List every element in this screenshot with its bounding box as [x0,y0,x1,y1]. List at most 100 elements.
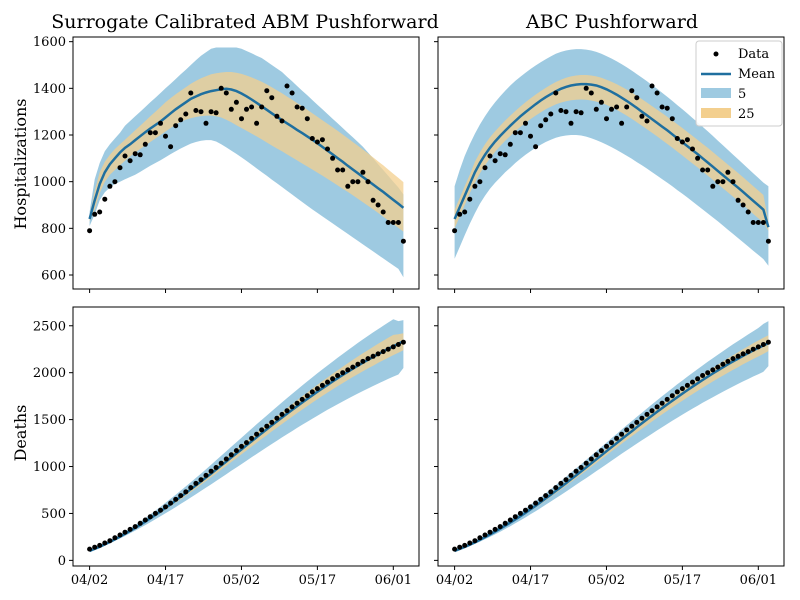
data-point [553,485,559,491]
data-point [330,155,336,161]
data-point [664,105,670,111]
data-point [274,415,280,421]
data-point [523,120,528,126]
data-point [228,452,234,458]
mean-line [453,82,770,228]
data-point [360,358,366,364]
data-point [112,535,118,541]
data-point [117,532,123,538]
data-point [269,419,275,425]
data-point [325,146,330,152]
data-point [87,546,93,552]
legend-marker-band25 [701,108,731,118]
data-point [684,137,690,143]
axes-frame [72,36,420,290]
data-point [249,104,255,110]
data-point [604,116,609,122]
data-point [264,88,270,94]
data-point [674,389,680,395]
data-point [755,220,761,225]
data-point [690,146,695,152]
legend-box [695,40,783,127]
data-point [244,440,249,446]
data-point [335,373,341,378]
legend-marker-band5 [701,88,731,98]
data-point [715,179,721,185]
data-point [178,493,184,499]
data-point [659,104,665,110]
data-point [97,209,103,215]
data-point [669,116,675,122]
y-tick-label: 2000 [33,366,66,381]
data-point [304,393,310,399]
data-point [233,99,239,105]
data-point [507,141,513,147]
data-point [345,183,351,189]
data-point [330,376,336,382]
y-tick-label: 1400 [33,82,66,97]
data-point [173,123,179,129]
data-point [563,477,569,483]
data-point [158,120,163,126]
y-tick-label: 1500 [33,413,66,428]
data-point [735,353,741,359]
data-point [309,389,315,395]
ylabel-deaths: Deaths [11,405,30,462]
data-point [152,130,158,136]
data-point [360,169,366,175]
data-point [163,133,168,139]
data-point [563,109,569,115]
data-point [528,133,533,139]
data-point [558,108,564,113]
data-point [375,351,381,357]
data-point [710,367,716,373]
data-point [132,151,138,157]
data-point [350,179,356,185]
data-point [502,520,508,526]
data-point [390,220,396,225]
data-point [710,183,716,189]
data-point [654,90,660,96]
data-point [472,538,478,544]
data-point [517,130,523,136]
data-point [619,120,625,126]
data-point [314,386,320,392]
data-point [355,179,361,185]
data-point [543,493,549,499]
data-point [730,356,736,362]
data-point [543,117,549,123]
data-point [370,353,376,359]
data-point [203,120,209,126]
panel-bottom-right: 04/02 04/17 05/02 05/17 06/01 [434,306,785,588]
data-point [669,393,675,399]
data-point [492,526,498,532]
data-point [97,542,103,548]
data-point [578,110,584,116]
x-tick-label: 05/17 [664,573,701,588]
data-point [492,158,498,164]
data-point [578,465,584,470]
data-point [517,510,523,516]
data-point [462,542,468,548]
data-point [249,435,255,441]
data-point [193,108,199,113]
data-point [132,524,138,530]
data-point [294,400,300,406]
data-point [639,415,645,421]
y-tick-label: 600 [41,269,66,284]
data-point [523,507,528,513]
data-point [452,546,458,552]
legend-label-band25: 25 [738,107,755,122]
x-tick-label: 05/02 [223,573,260,588]
data-point [684,382,690,388]
y-tick-label: 1600 [33,35,66,50]
data-point [365,356,371,362]
data-point [760,220,766,225]
data-point [223,90,229,96]
legend-label-band5: 5 [738,87,746,102]
y-tick-label: 0 [58,554,66,569]
data-point [325,379,330,385]
x-tick-label: 04/02 [71,573,108,588]
data-point [289,90,295,96]
